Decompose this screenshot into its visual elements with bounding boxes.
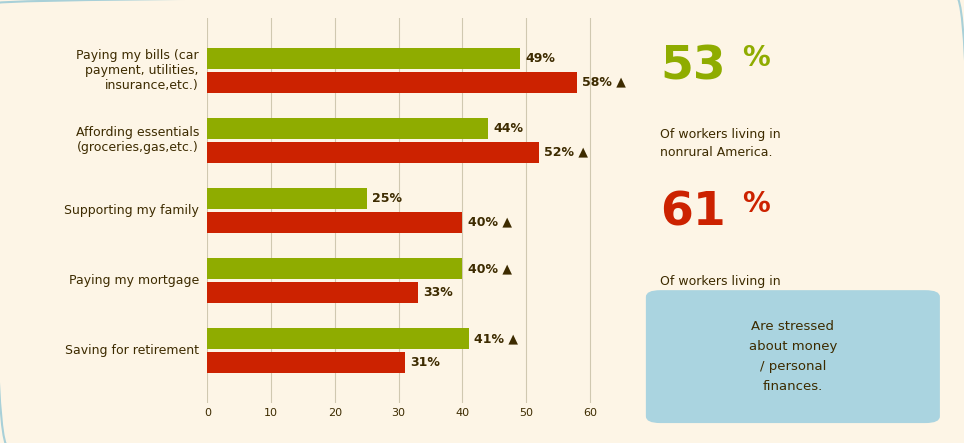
- Text: Of workers living in
rural America.: Of workers living in rural America.: [660, 275, 781, 306]
- Text: Of workers living in
nonrural America.: Of workers living in nonrural America.: [660, 128, 781, 159]
- Text: 40% ▲: 40% ▲: [468, 216, 512, 229]
- Text: 58% ▲: 58% ▲: [582, 76, 627, 89]
- Text: Are stressed
about money
/ personal
finances.: Are stressed about money / personal fina…: [749, 320, 837, 393]
- Text: 61: 61: [660, 190, 726, 236]
- Bar: [207, 118, 488, 139]
- Text: %: %: [742, 44, 770, 72]
- Bar: [207, 142, 539, 163]
- Bar: [207, 258, 463, 279]
- Text: 53: 53: [660, 44, 726, 89]
- Text: 49%: 49%: [525, 52, 555, 65]
- Text: 52% ▲: 52% ▲: [544, 146, 588, 159]
- Bar: [207, 188, 366, 209]
- Bar: [207, 328, 469, 349]
- Bar: [207, 352, 405, 373]
- Text: 31%: 31%: [410, 356, 440, 369]
- Text: 40% ▲: 40% ▲: [468, 262, 512, 275]
- Text: 41% ▲: 41% ▲: [474, 332, 518, 345]
- Bar: [207, 48, 520, 69]
- Text: 44%: 44%: [493, 122, 523, 135]
- Text: 33%: 33%: [423, 286, 453, 299]
- Text: 25%: 25%: [372, 192, 402, 205]
- Bar: [207, 72, 577, 93]
- Bar: [207, 212, 463, 233]
- Bar: [207, 282, 417, 303]
- Text: %: %: [742, 190, 770, 218]
